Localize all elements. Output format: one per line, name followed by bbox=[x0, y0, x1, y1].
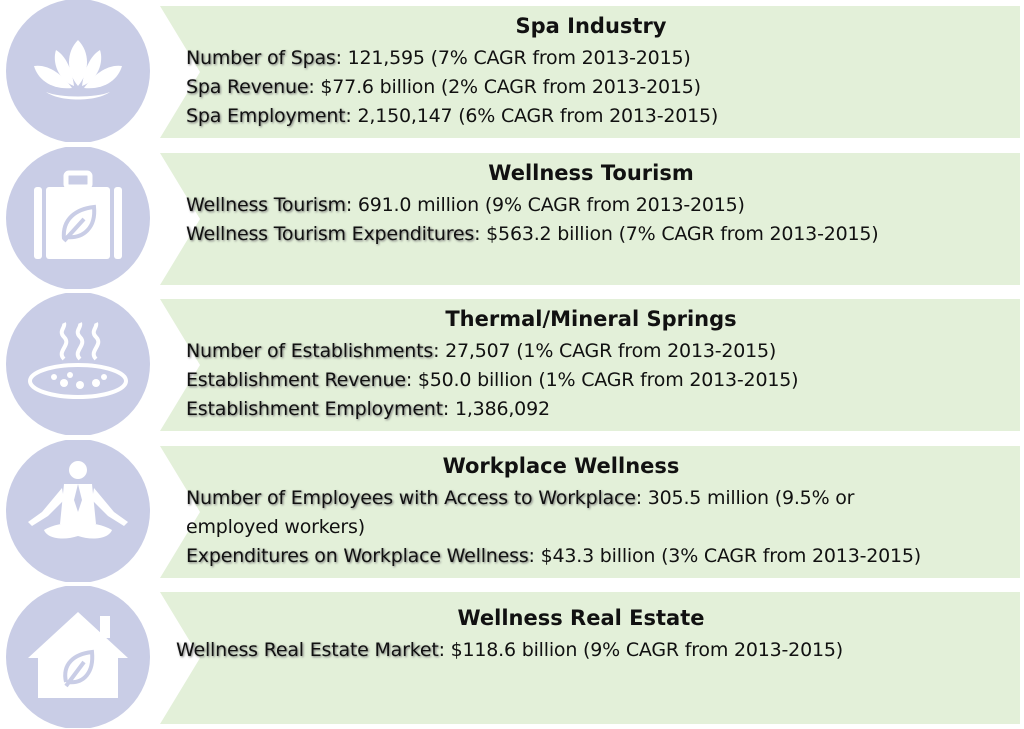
section: Workplace Wellness Number of Employees wi… bbox=[0, 440, 1024, 582]
section-text: Thermal/Mineral Springs Number of Establi… bbox=[186, 307, 1006, 424]
section-title: Wellness Tourism bbox=[488, 161, 694, 185]
stat-value: : $563.2 billion (7% CAGR from 2013-2015… bbox=[474, 223, 879, 245]
stat-value: : 121,595 (7% CAGR from 2013-2015) bbox=[335, 47, 691, 69]
stat-item: Number of Spas: 121,595 (7% CAGR from 20… bbox=[186, 44, 1006, 73]
section-graphic bbox=[6, 147, 1020, 289]
section-title: Workplace Wellness bbox=[442, 454, 680, 478]
stat-value: : 305.5 million (9.5% or employed worker… bbox=[186, 487, 855, 538]
icon bbox=[34, 170, 122, 259]
section-text: Workplace Wellness Number of Employees wi… bbox=[186, 454, 946, 571]
stat-label: Number of Employees with Access to Workp… bbox=[186, 487, 636, 509]
stat-value: : $118.6 billion (9% CAGR from 2013-2015… bbox=[438, 639, 844, 661]
banner bbox=[160, 592, 1020, 724]
section-title: Spa Industry bbox=[515, 14, 667, 38]
stat-label: Spa Employment bbox=[186, 105, 346, 127]
stat-label: Establishment Revenue bbox=[186, 369, 406, 391]
stat-value: : $77.6 billion (2% CAGR from 2013-2015) bbox=[308, 76, 701, 98]
stat-label: Establishment Employment bbox=[186, 398, 443, 420]
stat-value: : 27,507 (1% CAGR from 2013-2015) bbox=[433, 340, 777, 362]
stat-value: : $50.0 billion (1% CAGR from 2013-2015) bbox=[405, 369, 799, 391]
banner bbox=[160, 446, 1020, 578]
stat-item: Wellness Tourism: 691.0 million (9% CAGR… bbox=[186, 191, 1006, 220]
section-text: Spa Industry Number of Spas: 121,595 (7% … bbox=[186, 14, 1006, 131]
section-text: Wellness Tourism Wellness Tourism: 691.0 … bbox=[186, 161, 1006, 249]
stat-label: Expenditures on Workplace Wellness bbox=[186, 545, 529, 567]
stat-label: Number of Spas bbox=[186, 47, 336, 69]
section: Spa Industry Number of Spas: 121,595 (7% … bbox=[0, 0, 1024, 142]
icon bbox=[34, 40, 122, 100]
section-graphic bbox=[6, 0, 1020, 142]
stat-item: Establishment Employment: 1,386,092 bbox=[186, 395, 1006, 424]
section: Thermal/Mineral Springs Number of Establi… bbox=[0, 293, 1024, 435]
icon bbox=[28, 612, 128, 698]
stat-item: Wellness Real Estate Market: $118.6 bill… bbox=[176, 636, 996, 665]
stat-label: Wellness Real Estate Market bbox=[176, 639, 439, 661]
section-graphic bbox=[6, 586, 1020, 728]
section-title: Thermal/Mineral Springs bbox=[445, 307, 737, 331]
stat-value: : 691.0 million (9% CAGR from 2013-2015) bbox=[345, 194, 745, 216]
stat-item: Number of Employees with Access to Workp… bbox=[186, 484, 946, 542]
stat-item: Spa Revenue: $77.6 billion (2% CAGR from… bbox=[186, 73, 1006, 102]
stat-item: Wellness Tourism Expenditures: $563.2 bi… bbox=[186, 220, 1006, 249]
stat-item: Number of Establishments: 27,507 (1% CAG… bbox=[186, 337, 1006, 366]
stat-label: Spa Revenue bbox=[186, 76, 309, 98]
stat-label: Wellness Tourism bbox=[186, 194, 346, 216]
stat-item: Expenditures on Workplace Wellness: $43.… bbox=[186, 542, 946, 571]
stat-value: : $43.3 billion (3% CAGR from 2013-2015) bbox=[528, 545, 922, 567]
stat-label: Number of Establishments bbox=[186, 340, 434, 362]
stat-item: Spa Employment: 2,150,147 (6% CAGR from … bbox=[186, 102, 1006, 131]
icon bbox=[28, 461, 128, 539]
banner bbox=[160, 153, 1020, 285]
section-graphic bbox=[6, 293, 1020, 435]
banner bbox=[160, 299, 1020, 431]
stat-label: Wellness Tourism Expenditures bbox=[186, 223, 475, 245]
stat-item: Establishment Revenue: $50.0 billion (1%… bbox=[186, 366, 1006, 395]
stat-value: : 1,386,092 bbox=[442, 398, 550, 420]
section-graphic bbox=[6, 440, 1020, 582]
banner bbox=[160, 6, 1020, 138]
section-title: Wellness Real Estate bbox=[457, 606, 705, 630]
section-text: Wellness Real Estate Wellness Real Estate… bbox=[176, 606, 996, 665]
section: Wellness Real Estate Wellness Real Estate… bbox=[0, 586, 1024, 728]
stat-value: : 2,150,147 (6% CAGR from 2013-2015) bbox=[345, 105, 719, 127]
section: Wellness Tourism Wellness Tourism: 691.0 … bbox=[0, 147, 1024, 289]
icon bbox=[28, 322, 128, 399]
